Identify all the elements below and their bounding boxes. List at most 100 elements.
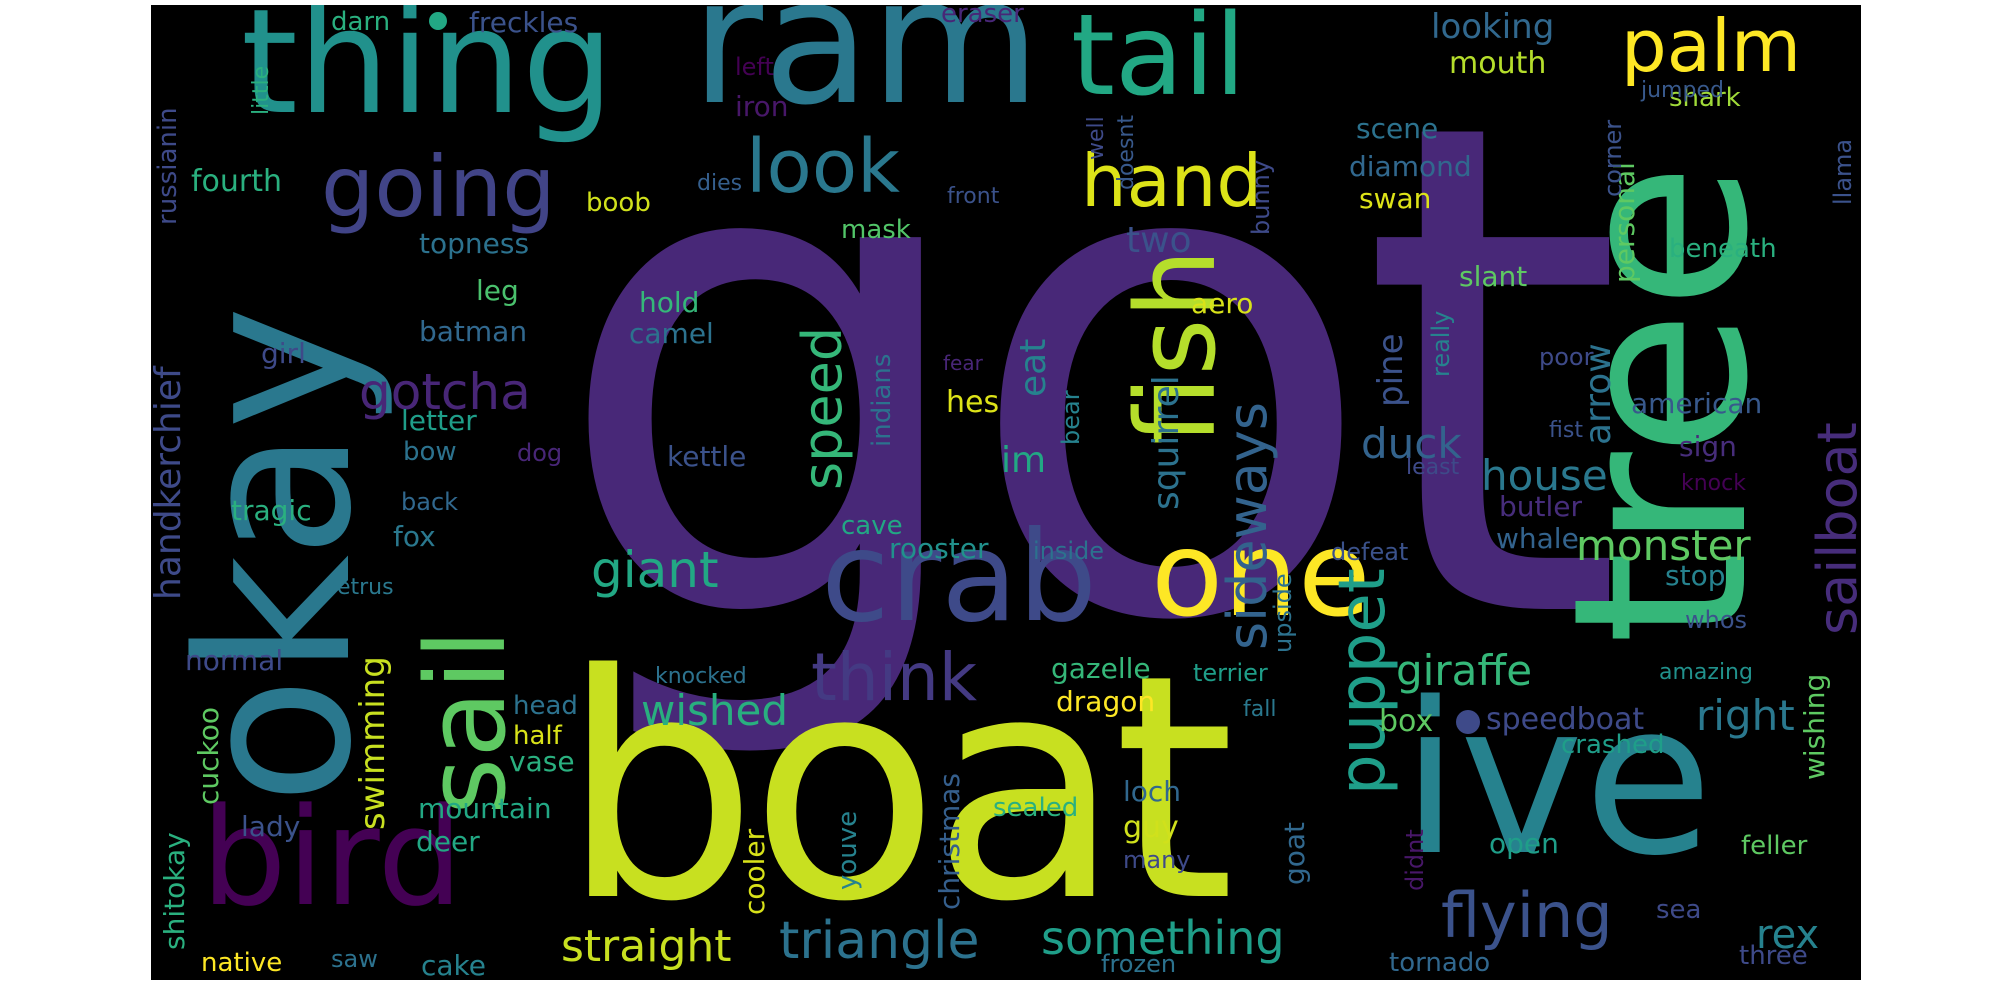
word-stop: stop bbox=[1665, 559, 1726, 592]
word-sign: sign bbox=[1679, 430, 1737, 463]
word-normal: normal bbox=[185, 644, 284, 677]
word-rex: rex bbox=[1756, 912, 1820, 958]
word-bow: bow bbox=[403, 437, 457, 467]
word-iron: iron bbox=[735, 90, 789, 123]
word-ram: ram bbox=[691, 5, 1041, 144]
word-knocked: knocked bbox=[655, 664, 747, 689]
word-camel: camel bbox=[629, 317, 714, 350]
word-eraser: eraser bbox=[941, 5, 1024, 29]
word-amazing: amazing bbox=[1659, 660, 1753, 685]
word-didnt: didnt bbox=[1401, 829, 1429, 891]
word-shitokay: shitokay bbox=[158, 832, 191, 950]
word-right: right bbox=[1696, 691, 1795, 740]
word-palm: palm bbox=[1621, 5, 1801, 88]
word-upside: upside bbox=[1269, 573, 1297, 653]
word-goat: goat bbox=[1278, 821, 1311, 885]
dot-mark bbox=[429, 12, 447, 30]
word-cloud: got boat tree okay ram thing ive crab bi… bbox=[151, 5, 1861, 980]
word-hes: hes bbox=[946, 385, 1000, 420]
word-gazelle: gazelle bbox=[1051, 652, 1151, 685]
word-petrus: petrus bbox=[323, 575, 394, 600]
dot-mark bbox=[1456, 710, 1480, 734]
word-sail: sail bbox=[402, 629, 530, 815]
word-rooster: rooster bbox=[889, 532, 989, 565]
word-cave: cave bbox=[841, 511, 903, 541]
word-terrier: terrier bbox=[1193, 659, 1268, 687]
word-darn: darn bbox=[331, 7, 391, 37]
word-speed: speed bbox=[791, 326, 854, 490]
word-topness: topness bbox=[419, 227, 530, 260]
word-frozen: frozen bbox=[1101, 950, 1177, 978]
word-cuckoo: cuckoo bbox=[192, 706, 225, 805]
word-head: head bbox=[513, 691, 578, 721]
word-well: well bbox=[1084, 116, 1109, 160]
word-two: two bbox=[1126, 220, 1192, 261]
word-loch: loch bbox=[1123, 775, 1182, 808]
word-sealed: sealed bbox=[993, 793, 1079, 823]
word-hand: hand bbox=[1081, 139, 1263, 223]
word-many: many bbox=[1123, 846, 1191, 874]
word-inside: inside bbox=[1033, 537, 1105, 565]
word-bird: bird bbox=[201, 779, 464, 936]
word-bunny: bunny bbox=[1247, 159, 1275, 235]
word-dies: dies bbox=[697, 171, 743, 196]
word-defeat: defeat bbox=[1331, 538, 1409, 566]
word-one: one bbox=[1151, 505, 1371, 643]
word-doesnt: doesnt bbox=[1114, 115, 1139, 190]
word-giraffe: giraffe bbox=[1396, 646, 1533, 695]
word-kettle: kettle bbox=[667, 440, 747, 473]
word-tragic: tragic bbox=[231, 494, 312, 527]
word-american: american bbox=[1631, 387, 1763, 420]
word-boat: boat bbox=[561, 609, 1235, 970]
word-fall: fall bbox=[1243, 697, 1277, 722]
word-least: least bbox=[1406, 455, 1460, 480]
word-im: im bbox=[1001, 440, 1047, 481]
word-left: left bbox=[735, 53, 774, 81]
word-pine: pine bbox=[1371, 333, 1411, 408]
word-ive: ive bbox=[1401, 657, 1713, 902]
word-deer: deer bbox=[416, 825, 480, 858]
word-saw: saw bbox=[331, 945, 378, 973]
word-girl: girl bbox=[261, 337, 306, 370]
word-back: back bbox=[401, 488, 459, 516]
word-sideways: sideways bbox=[1216, 402, 1279, 650]
word-puppet: puppet bbox=[1326, 568, 1400, 795]
word-swimming: swimming bbox=[353, 656, 393, 830]
word-boob: boob bbox=[586, 188, 651, 218]
word-got: got bbox=[551, 5, 1625, 770]
word-look: look bbox=[746, 124, 900, 210]
word-crab: crab bbox=[821, 505, 1098, 650]
word-wished: wished bbox=[641, 686, 789, 735]
word-native: native bbox=[201, 948, 283, 978]
word-whale: whale bbox=[1496, 522, 1579, 555]
word-front: front bbox=[947, 184, 1000, 209]
word-giant: giant bbox=[591, 541, 719, 599]
word-poor: poor bbox=[1539, 343, 1594, 371]
word-whos: whos bbox=[1685, 606, 1748, 634]
word-mask: mask bbox=[841, 215, 911, 245]
word-aero: aero bbox=[1191, 287, 1254, 320]
word-house: house bbox=[1481, 451, 1608, 500]
word-tail: tail bbox=[1071, 5, 1246, 121]
word-beneath: beneath bbox=[1669, 234, 1777, 264]
word-dog: dog bbox=[517, 439, 563, 467]
word-straight: straight bbox=[561, 921, 732, 972]
word-bear: bear bbox=[1057, 390, 1085, 445]
word-flying: flying bbox=[1441, 879, 1613, 952]
word-jumped: jumped bbox=[1641, 78, 1724, 103]
word-christmas: christmas bbox=[933, 772, 966, 910]
word-box: box bbox=[1379, 704, 1434, 739]
word-squirrel: squirrel bbox=[1146, 375, 1187, 510]
word-mouth: mouth bbox=[1449, 46, 1547, 81]
word-diamond: diamond bbox=[1349, 150, 1472, 183]
word-fear: fear bbox=[943, 351, 983, 375]
word-russianin: russianin bbox=[153, 107, 183, 225]
word-butler: butler bbox=[1499, 490, 1583, 523]
word-lady: lady bbox=[241, 810, 301, 843]
word-hold: hold bbox=[639, 286, 700, 319]
word-vase: vase bbox=[509, 745, 575, 778]
word-llama: llama bbox=[1829, 138, 1857, 205]
word-really: really bbox=[1427, 310, 1455, 377]
word-handkerchief: handkerchief bbox=[151, 366, 189, 600]
word-mountain: mountain bbox=[418, 792, 552, 825]
